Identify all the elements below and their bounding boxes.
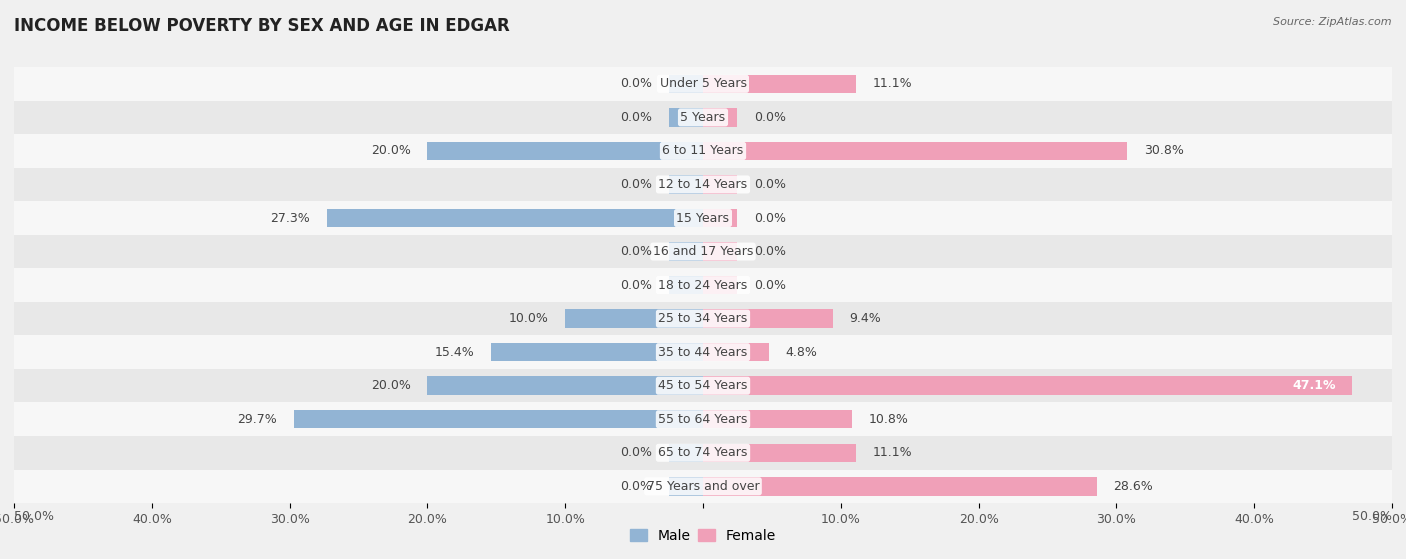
Bar (669, 343, 703, 362)
Text: 12 to 14 Years: 12 to 14 Years (658, 178, 748, 191)
Text: Under 5 Years: Under 5 Years (659, 77, 747, 91)
Text: 25 to 34 Years: 25 to 34 Years (658, 312, 748, 325)
Bar (669, 243, 703, 260)
Text: 0.0%: 0.0% (754, 278, 786, 292)
Bar (703, 310, 738, 328)
Text: 10.8%: 10.8% (869, 413, 908, 426)
Text: 75 Years and over: 75 Years and over (647, 480, 759, 493)
Bar (14, 335, 1392, 369)
Bar (14, 402, 1392, 436)
Bar (703, 444, 856, 462)
Text: 27.3%: 27.3% (270, 211, 311, 225)
Text: 0.0%: 0.0% (620, 111, 652, 124)
Text: INCOME BELOW POVERTY BY SEX AND AGE IN EDGAR: INCOME BELOW POVERTY BY SEX AND AGE IN E… (14, 17, 510, 35)
Bar (669, 74, 703, 93)
Bar (703, 108, 738, 126)
Bar (14, 201, 1392, 235)
Bar (669, 276, 703, 294)
Bar (14, 470, 1392, 503)
Bar (703, 477, 738, 496)
Text: 4.8%: 4.8% (786, 345, 817, 359)
Bar (669, 142, 703, 160)
Bar (427, 377, 703, 395)
Text: 15 Years: 15 Years (676, 211, 730, 225)
Text: 0.0%: 0.0% (620, 245, 652, 258)
Text: 6 to 11 Years: 6 to 11 Years (662, 144, 744, 158)
Text: 28.6%: 28.6% (1114, 480, 1153, 493)
Text: 15.4%: 15.4% (434, 345, 474, 359)
Bar (703, 410, 738, 429)
Bar (703, 343, 769, 362)
Bar (703, 310, 832, 328)
Text: 20.0%: 20.0% (371, 144, 411, 158)
Text: 0.0%: 0.0% (754, 211, 786, 225)
Text: 47.1%: 47.1% (1292, 379, 1336, 392)
Bar (491, 343, 703, 362)
Text: 5 Years: 5 Years (681, 111, 725, 124)
Text: 55 to 64 Years: 55 to 64 Years (658, 413, 748, 426)
Bar (326, 209, 703, 227)
Text: Source: ZipAtlas.com: Source: ZipAtlas.com (1274, 17, 1392, 27)
Bar (427, 142, 703, 160)
Bar (703, 142, 1128, 160)
Bar (703, 209, 738, 227)
Bar (14, 268, 1392, 302)
Text: 45 to 54 Years: 45 to 54 Years (658, 379, 748, 392)
Bar (565, 310, 703, 328)
Text: 10.0%: 10.0% (509, 312, 548, 325)
Bar (14, 235, 1392, 268)
Bar (14, 67, 1392, 101)
Bar (14, 436, 1392, 470)
Text: 65 to 74 Years: 65 to 74 Years (658, 446, 748, 459)
Text: 50.0%: 50.0% (14, 510, 53, 523)
Text: 16 and 17 Years: 16 and 17 Years (652, 245, 754, 258)
Bar (703, 377, 1353, 395)
Bar (14, 302, 1392, 335)
Text: 0.0%: 0.0% (754, 245, 786, 258)
Bar (669, 477, 703, 496)
Bar (669, 377, 703, 395)
Text: 11.1%: 11.1% (873, 77, 912, 91)
Bar (669, 310, 703, 328)
Text: 30.8%: 30.8% (1144, 144, 1184, 158)
Text: 11.1%: 11.1% (873, 446, 912, 459)
Bar (703, 74, 738, 93)
Bar (703, 74, 856, 93)
Bar (703, 243, 738, 260)
Bar (669, 444, 703, 462)
Text: 0.0%: 0.0% (620, 77, 652, 91)
Bar (669, 209, 703, 227)
Bar (703, 276, 738, 294)
Text: 0.0%: 0.0% (620, 178, 652, 191)
Text: 50.0%: 50.0% (1353, 510, 1392, 523)
Text: 9.4%: 9.4% (849, 312, 880, 325)
Text: 35 to 44 Years: 35 to 44 Years (658, 345, 748, 359)
Text: 0.0%: 0.0% (620, 278, 652, 292)
Text: 18 to 24 Years: 18 to 24 Years (658, 278, 748, 292)
Bar (703, 175, 738, 193)
Bar (669, 410, 703, 429)
Bar (14, 101, 1392, 134)
Bar (669, 175, 703, 193)
Bar (703, 142, 738, 160)
Bar (14, 168, 1392, 201)
Bar (14, 369, 1392, 402)
Bar (703, 410, 852, 429)
Bar (669, 108, 703, 126)
Bar (703, 477, 1097, 496)
Text: 0.0%: 0.0% (620, 446, 652, 459)
Bar (703, 343, 738, 362)
Bar (294, 410, 703, 429)
Text: 29.7%: 29.7% (238, 413, 277, 426)
Text: 0.0%: 0.0% (754, 178, 786, 191)
Bar (703, 444, 738, 462)
Text: 0.0%: 0.0% (754, 111, 786, 124)
Bar (703, 377, 738, 395)
Legend: Male, Female: Male, Female (624, 523, 782, 548)
Text: 20.0%: 20.0% (371, 379, 411, 392)
Text: 0.0%: 0.0% (620, 480, 652, 493)
Bar (14, 134, 1392, 168)
